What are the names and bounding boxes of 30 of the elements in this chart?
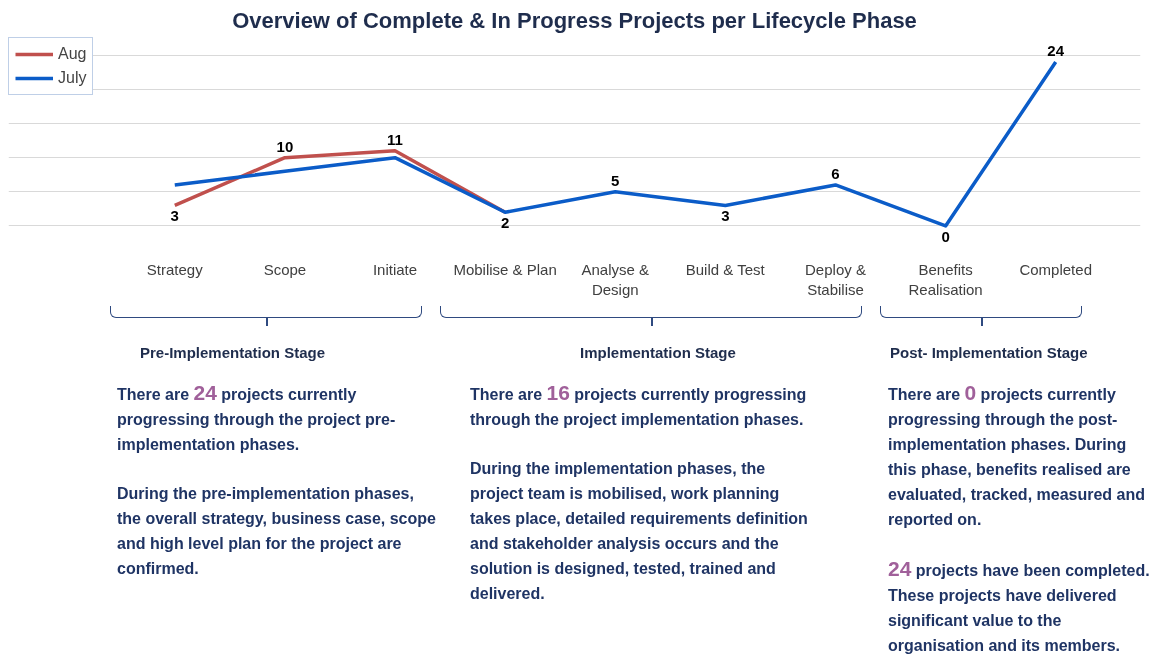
data-label: 3 <box>170 207 179 225</box>
chart-title: Overview of Complete & In Progress Projects per Lifecycle Phase <box>232 7 917 33</box>
data-label: 24 <box>1047 42 1065 60</box>
x-tick-label: Scope <box>263 260 307 278</box>
x-tick-label: Build & Test <box>685 260 766 278</box>
x-tick-label: Analyse & Design <box>581 260 650 298</box>
x-tick-label: Benefits Realisation <box>908 260 983 298</box>
text: During the pre-implementation phases, the overall strategy, business case, scope and high level plan for the project are confirmed. <box>117 484 437 579</box>
data-label: 6 <box>831 164 840 182</box>
text: Implementation Stage <box>580 344 736 361</box>
data-label: 10 <box>276 137 294 155</box>
data-label: 2 <box>500 214 510 232</box>
x-tick-label: Deploy & Stabilise <box>805 260 866 298</box>
data-label: 5 <box>611 171 620 189</box>
x-tick-label: Strategy <box>146 260 204 278</box>
text: 24 projects have been completed. These projects have delivered significant value to the organisation and its members. <box>888 556 1150 655</box>
text: There are 16 projects currently progressing through the project implementation phases. <box>470 380 808 430</box>
x-tick-label: Completed <box>1019 260 1092 278</box>
text: There are 24 projects currently progressing through the project pre-implementation phases. <box>117 380 397 455</box>
text: Post- Implementation Stage <box>890 344 1088 361</box>
x-tick-label: Initiate <box>372 260 418 278</box>
text: There are 0 projects currently progressing through the post-implementation phases. During this phase, benefits realised are evaluated, tracked, measured and reported on. <box>888 380 1146 530</box>
text: Pre-Implementation Stage <box>140 344 326 361</box>
legend-label: July <box>58 69 87 87</box>
legend-label: Aug <box>58 45 87 63</box>
text: During the implementation phases, the project team is mobilised, work planning takes place, detailed requirements definition and stakeholder analysis occurs and the solution is designed, tested, trained and delivered. <box>470 459 809 604</box>
x-tick-label: Mobilise & Plan <box>453 260 557 278</box>
data-label: 0 <box>941 227 950 245</box>
data-label: 3 <box>721 207 730 225</box>
data-label: 11 <box>387 130 403 148</box>
